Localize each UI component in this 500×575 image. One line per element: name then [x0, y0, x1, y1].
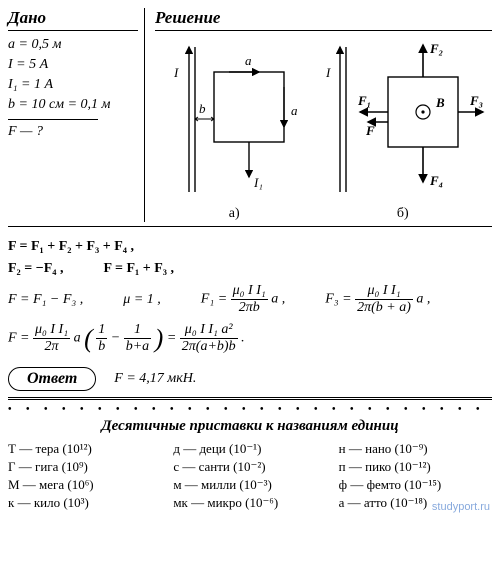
- prefix-cell: М — мега (10⁶): [8, 477, 161, 493]
- watermark: studyport.ru: [432, 501, 490, 513]
- label-F4: F₄: [429, 173, 443, 188]
- top-section: Дано a = 0,5 м I = 5 А I₁ = 1 А b = 10 с…: [8, 8, 492, 227]
- given-line: I₁ = 1 А: [8, 77, 138, 93]
- prefix-cell: п — пико (10⁻¹²): [339, 459, 492, 475]
- label-a-right: a: [291, 103, 298, 118]
- prefix-cell: м — милли (10⁻³): [173, 477, 326, 493]
- label-I: I: [173, 65, 179, 80]
- eq3b: μ = 1 ,: [123, 292, 160, 308]
- eq2b: F = F₁ + F₃ ,: [103, 261, 174, 277]
- prefix-cell: к — кило (10³): [8, 495, 161, 511]
- dot-rule: • • • • • • • • • • • • • • • • • • • • …: [8, 404, 492, 414]
- label-b: b: [199, 101, 206, 116]
- answer-value: F = 4,17 мкН.: [114, 371, 196, 387]
- diagram-b-svg: I B F₂ F₃ F₄ F₁: [318, 37, 488, 197]
- label-a-top: a: [245, 53, 252, 68]
- label-F2: F₂: [429, 41, 443, 56]
- label-F1: F₁: [357, 93, 371, 108]
- diagram-a: I I₁ a a b: [159, 37, 309, 222]
- eq-final: F = μ₀ I I₁2π a ( 1b − 1b+a ) = μ₀ I I₁ …: [8, 322, 492, 355]
- prefix-cell: Г — гига (10⁹): [8, 459, 161, 475]
- label-F3: F₃: [469, 93, 483, 108]
- solution-header: Решение: [155, 8, 492, 31]
- prefix-cell: мк — микро (10⁻⁶): [173, 495, 326, 511]
- double-rule: [8, 397, 492, 400]
- equations-block: F = F₁ + F₂ + F₃ + F₄ , F₂ = −F₄ , F = F…: [8, 239, 492, 355]
- diagrams-row: I I₁ a a b: [155, 37, 492, 222]
- prefix-cell: д — деци (10⁻¹): [173, 441, 326, 457]
- eq-F1: F₁ = μ₀ I I₁2πb a ,: [201, 283, 285, 316]
- given-line: b = 10 см = 0,1 м: [8, 97, 138, 113]
- prefix-grid: Т — тера (10¹²) д — деци (10⁻¹) н — нано…: [8, 441, 492, 511]
- given-header: Дано: [8, 8, 138, 31]
- eq3a: F = F₁ − F₃ ,: [8, 292, 83, 308]
- diagram-b-label: б): [318, 206, 488, 222]
- diagram-a-svg: I I₁ a a b: [159, 37, 309, 197]
- label-B: B: [435, 95, 445, 110]
- eq-F3: F₃ = μ₀ I I₁2π(b + a) a ,: [325, 283, 430, 316]
- label-I1: I₁: [253, 175, 263, 190]
- label-F: F: [365, 123, 375, 138]
- given-column: Дано a = 0,5 м I = 5 А I₁ = 1 А b = 10 с…: [8, 8, 145, 222]
- eq1: F = F₁ + F₂ + F₃ + F₄ ,: [8, 239, 134, 255]
- prefix-cell: с — санти (10⁻²): [173, 459, 326, 475]
- eq2a: F₂ = −F₄ ,: [8, 261, 63, 277]
- given-line: I = 5 А: [8, 57, 138, 73]
- prefix-cell: ф — фемто (10⁻¹⁵): [339, 477, 492, 493]
- solution-column: Решение I: [145, 8, 492, 222]
- given-line: a = 0,5 м: [8, 37, 138, 53]
- diagram-b: I B F₂ F₃ F₄ F₁: [318, 37, 488, 222]
- given-ask: F — ?: [8, 124, 138, 140]
- divider: [8, 119, 98, 120]
- prefix-cell: н — нано (10⁻⁹): [339, 441, 492, 457]
- diagram-a-label: а): [159, 206, 309, 222]
- answer-row: Ответ F = 4,17 мкН.: [8, 367, 492, 391]
- prefix-title: Десятичные приставки к названиям единиц: [8, 418, 492, 435]
- answer-label: Ответ: [8, 367, 96, 391]
- prefix-cell: Т — тера (10¹²): [8, 441, 161, 457]
- label-I: I: [325, 65, 331, 80]
